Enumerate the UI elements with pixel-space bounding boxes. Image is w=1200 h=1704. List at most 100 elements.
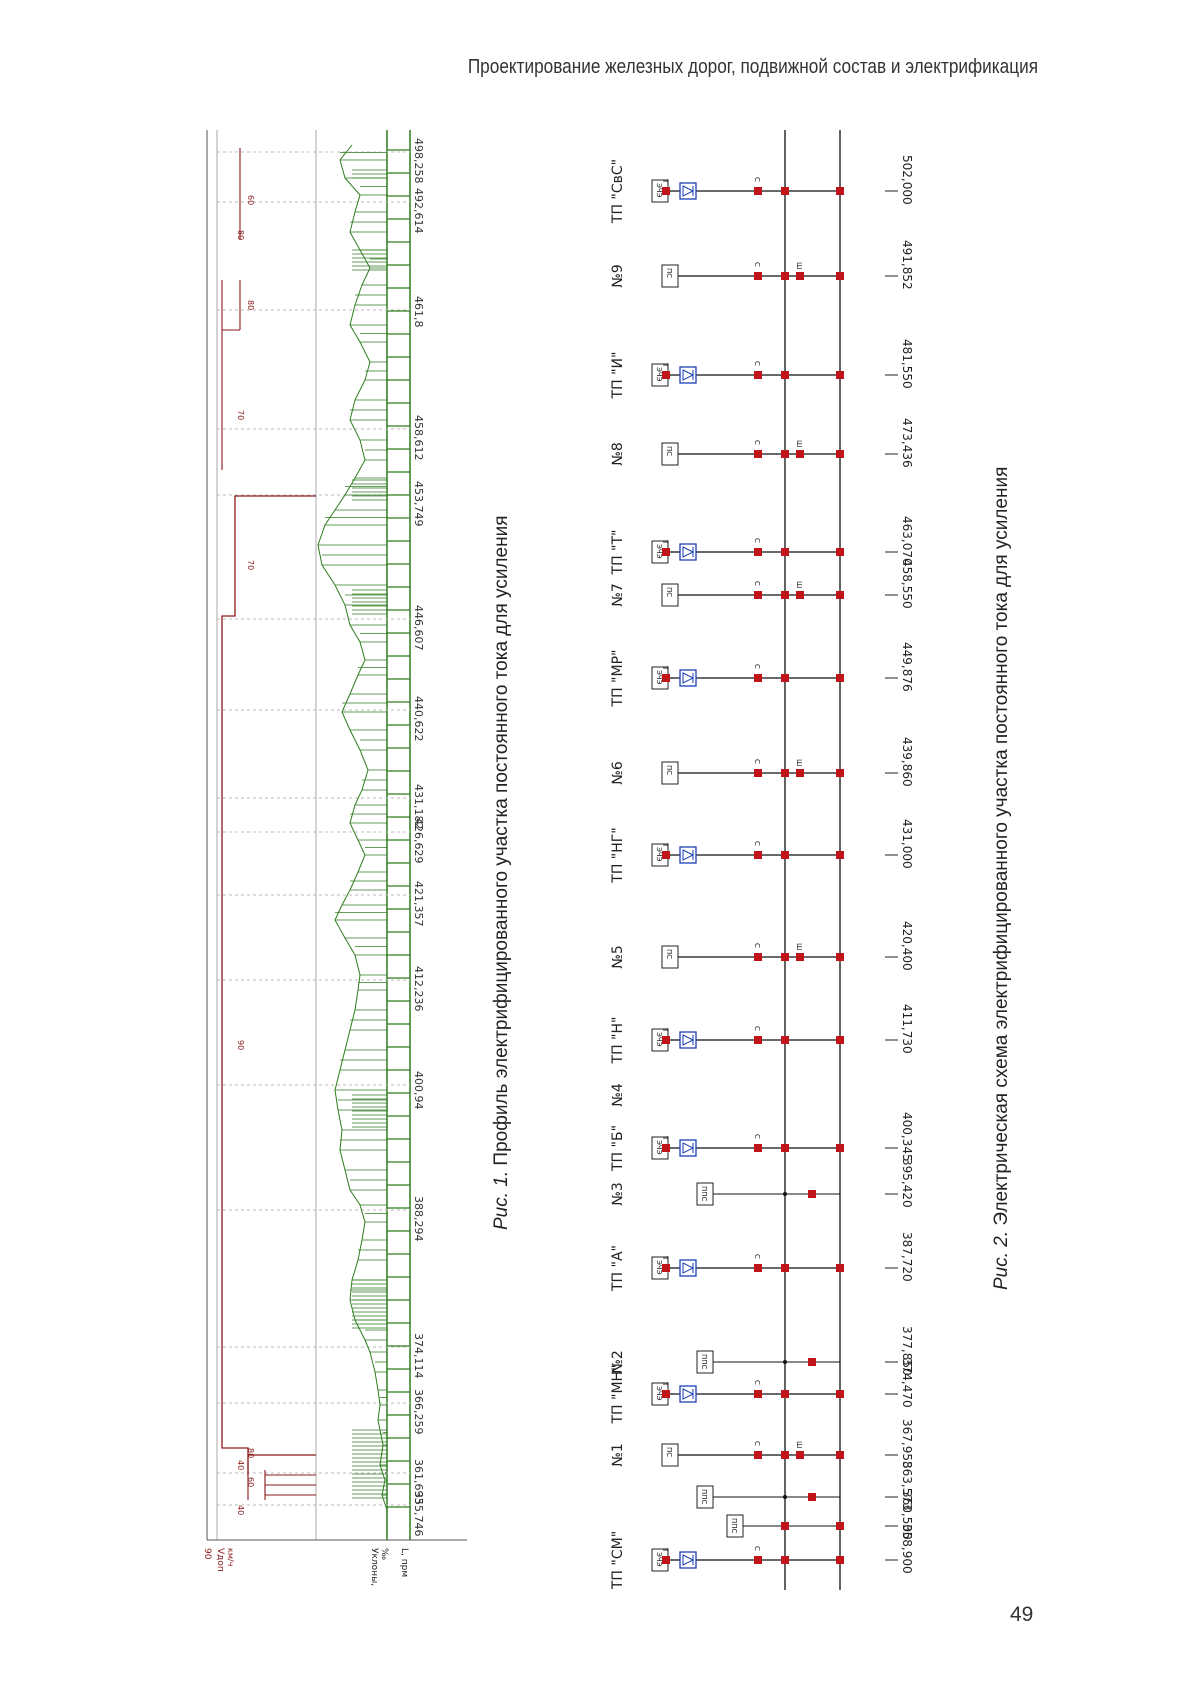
profile-speed-unit-label: км/ч bbox=[226, 1548, 235, 1566]
scheme-parallel-post-label: ППС bbox=[730, 1518, 738, 1534]
scheme-junction bbox=[783, 1495, 787, 1499]
scheme-breaker bbox=[754, 591, 762, 599]
profile-km-mark: 453,749 bbox=[412, 481, 425, 527]
profile-km-mark: 412,236 bbox=[412, 966, 425, 1012]
scheme-km-mark: 395,420 bbox=[900, 1158, 914, 1208]
scheme-breaker bbox=[754, 1264, 762, 1272]
scheme-breaker bbox=[781, 371, 789, 379]
scheme-terminal-label: T bbox=[661, 1381, 669, 1387]
scheme-terminal-label: Ш bbox=[795, 943, 803, 951]
scheme-station-label: ТП "Б" bbox=[610, 1125, 626, 1172]
profile-speed-value: 80 bbox=[246, 1448, 255, 1458]
scheme-station-label: ТП "СвС" bbox=[610, 159, 626, 224]
scheme-breaker bbox=[781, 1144, 789, 1152]
scheme-junction bbox=[783, 1360, 787, 1364]
profile-km-mark: 361,693 bbox=[412, 1459, 425, 1505]
scheme-terminal-label: С bbox=[753, 759, 761, 764]
scheme-breaker bbox=[754, 1451, 762, 1459]
profile-km-mark: 431,182 bbox=[412, 784, 425, 830]
scheme-substation-label: ЭЧЭ bbox=[655, 544, 663, 559]
figure-2-caption: Рис. 2. Электрическая схема электрифицир… bbox=[991, 467, 1012, 1290]
scheme-parallel-post-label: ППС bbox=[700, 1186, 708, 1202]
scheme-breaker bbox=[836, 1556, 844, 1564]
profile-speed-value: 70 bbox=[236, 410, 245, 420]
scheme-km-mark: 439,860 bbox=[900, 737, 914, 787]
scheme-terminal-label: С bbox=[753, 664, 761, 669]
scheme-km-mark: 431,000 bbox=[900, 819, 914, 869]
profile-speed-value: 40 bbox=[236, 1505, 245, 1515]
scheme-terminal-label: T bbox=[661, 539, 669, 545]
figures-canvas: 90Vдопкм/чУклоны,‰L, прм355,746361,69336… bbox=[0, 0, 1200, 1704]
profile-speed-limit-curve bbox=[222, 496, 316, 1475]
scheme-breaker bbox=[836, 1451, 844, 1459]
scheme-breaker bbox=[662, 371, 670, 379]
scheme-km-mark: 449,876 bbox=[900, 642, 914, 692]
scheme-breaker bbox=[754, 851, 762, 859]
scheme-breaker bbox=[781, 272, 789, 280]
scheme-terminal-label: Ш bbox=[795, 1441, 803, 1449]
scheme-breaker bbox=[662, 187, 670, 195]
scheme-km-mark: 387,720 bbox=[900, 1232, 914, 1282]
scheme-breaker bbox=[662, 1390, 670, 1398]
profile-km-mark: 446,607 bbox=[412, 605, 425, 651]
profile-speed-value: 60 bbox=[246, 1477, 255, 1487]
scheme-sectioning-post-label: ПС bbox=[665, 949, 673, 959]
profile-speed-value: 80 bbox=[236, 230, 245, 240]
scheme-station-label: №4 bbox=[610, 1083, 626, 1107]
scheme-breaker bbox=[781, 953, 789, 961]
profile-speed-low-segments bbox=[248, 1458, 316, 1500]
scheme-breaker bbox=[836, 591, 844, 599]
figure-1-caption: Рис. 1. Профиль электрифицированного уча… bbox=[491, 516, 512, 1230]
scheme-terminal-label: T bbox=[661, 1255, 669, 1261]
scheme-terminal-label: Ш bbox=[795, 262, 803, 270]
scheme-breaker bbox=[754, 272, 762, 280]
scheme-breaker bbox=[808, 1358, 816, 1366]
scheme-station-label: ТП "МР" bbox=[610, 650, 626, 708]
scheme-breaker bbox=[781, 1264, 789, 1272]
scheme-terminal-label: С bbox=[753, 440, 761, 445]
scheme-station-label: ТП "Т" bbox=[610, 530, 626, 576]
svg-text:Рис. 2. Электрическая схема эл: Рис. 2. Электрическая схема электрифицир… bbox=[991, 467, 1012, 1290]
scheme-station-label: ТП "А" bbox=[610, 1245, 626, 1292]
profile-km-mark: 400,94 bbox=[412, 1071, 425, 1110]
scheme-terminal-label: T bbox=[661, 1135, 669, 1141]
scheme-parallel-post-label: ППС bbox=[700, 1489, 708, 1505]
scheme-breaker bbox=[662, 674, 670, 682]
figure-2-caption-label: Рис. 2. bbox=[991, 1231, 1012, 1290]
scheme-station-label: №6 bbox=[610, 761, 626, 785]
scheme-km-mark: 367,958 bbox=[900, 1419, 914, 1469]
scheme-breaker bbox=[781, 851, 789, 859]
scheme-breaker bbox=[836, 769, 844, 777]
scheme-breaker bbox=[781, 1390, 789, 1398]
scheme-sectioning-post-label: ПС bbox=[665, 268, 673, 278]
scheme-terminal-label: С bbox=[753, 177, 761, 182]
scheme-km-mark: 502,000 bbox=[900, 155, 914, 205]
scheme-terminal-label: С bbox=[753, 841, 761, 846]
scheme-station-label: №2 bbox=[610, 1350, 626, 1373]
scheme-station-label: №3 bbox=[610, 1182, 626, 1205]
scheme-km-mark: 491,852 bbox=[900, 240, 914, 290]
scheme-breaker bbox=[662, 548, 670, 556]
scheme-terminal-label: T bbox=[661, 1547, 669, 1553]
profile-speed-value: 40 bbox=[236, 1460, 245, 1470]
scheme-substation-label: ЭЧЭ bbox=[655, 1032, 663, 1047]
scheme-terminal-label: С bbox=[753, 262, 761, 267]
scheme-breaker bbox=[836, 187, 844, 195]
scheme-station-label: №1 bbox=[610, 1443, 626, 1466]
scheme-km-mark: 458,550 bbox=[900, 559, 914, 609]
scheme-breaker bbox=[836, 272, 844, 280]
scheme-km-mark: 377,850 bbox=[900, 1326, 914, 1376]
scheme-parallel-post-label: ППС bbox=[700, 1354, 708, 1370]
profile-distance-label: L, прм bbox=[399, 1548, 409, 1577]
profile-km-mark: 366,259 bbox=[412, 1389, 425, 1435]
scheme-km-mark: 420,400 bbox=[900, 921, 914, 971]
scheme-breaker bbox=[836, 1264, 844, 1272]
profile-speed-scale-label: 90 bbox=[202, 1548, 212, 1560]
figure-1-caption-label: Рис. 1. bbox=[491, 1171, 512, 1230]
scheme-breaker bbox=[781, 1522, 789, 1530]
scheme-station-label: №7 bbox=[610, 583, 626, 606]
scheme-terminal-label: С bbox=[753, 1546, 761, 1551]
scheme-breaker bbox=[781, 1556, 789, 1564]
scheme-substation-label: ЭЧЭ bbox=[655, 1386, 663, 1401]
scheme-breaker bbox=[781, 1036, 789, 1044]
